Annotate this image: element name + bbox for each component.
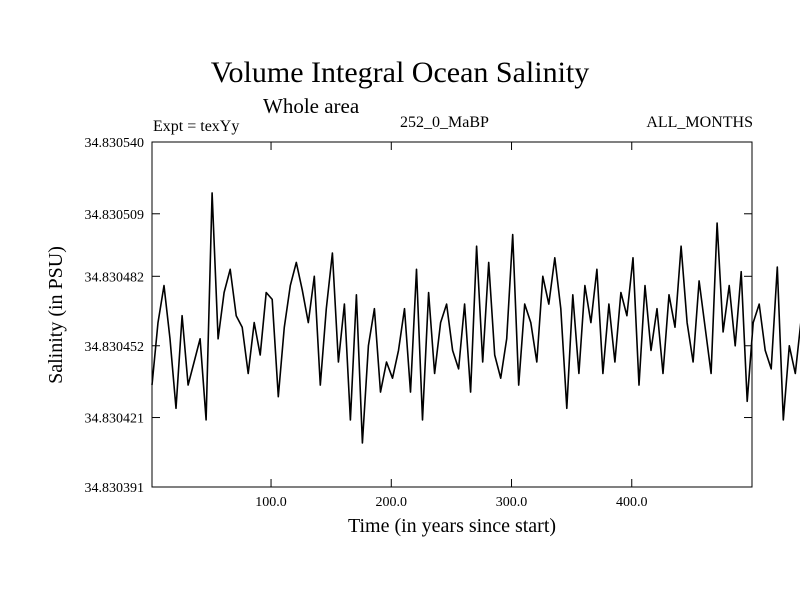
- x-tick-label: 200.0: [376, 495, 408, 510]
- y-tick-label: 34.830540: [85, 136, 145, 151]
- salinity-series-line: [151, 192, 800, 444]
- y-tick-label: 34.830482: [85, 270, 145, 285]
- x-tick-label: 400.0: [616, 495, 648, 510]
- chart-title: Volume Integral Ocean Salinity: [210, 56, 590, 89]
- y-tick-label: 34.830391: [85, 481, 145, 496]
- plot-frame: [151, 141, 753, 488]
- y-tick-label: 34.830421: [85, 412, 145, 427]
- experiment-label: Expt = texYy: [153, 118, 240, 135]
- series-layer: [151, 192, 800, 444]
- chart-axes: 34.830391 34.830421 34.830452 34.830482 34.8…: [85, 136, 753, 510]
- y-axis-title: Salinity (in PSU): [45, 246, 67, 384]
- y-tick-label: 34.830509: [85, 208, 145, 223]
- x-axis-title: Time (in years since start): [348, 515, 556, 537]
- y-tick-label: 34.830452: [85, 340, 145, 355]
- months-label: ALL_MONTHS: [646, 114, 753, 131]
- x-tick-label: 100.0: [255, 495, 287, 510]
- chart-subtitle: Whole area: [263, 94, 360, 118]
- run-label: 252_0_MaBP: [400, 114, 489, 131]
- x-tick-label: 300.0: [496, 495, 528, 510]
